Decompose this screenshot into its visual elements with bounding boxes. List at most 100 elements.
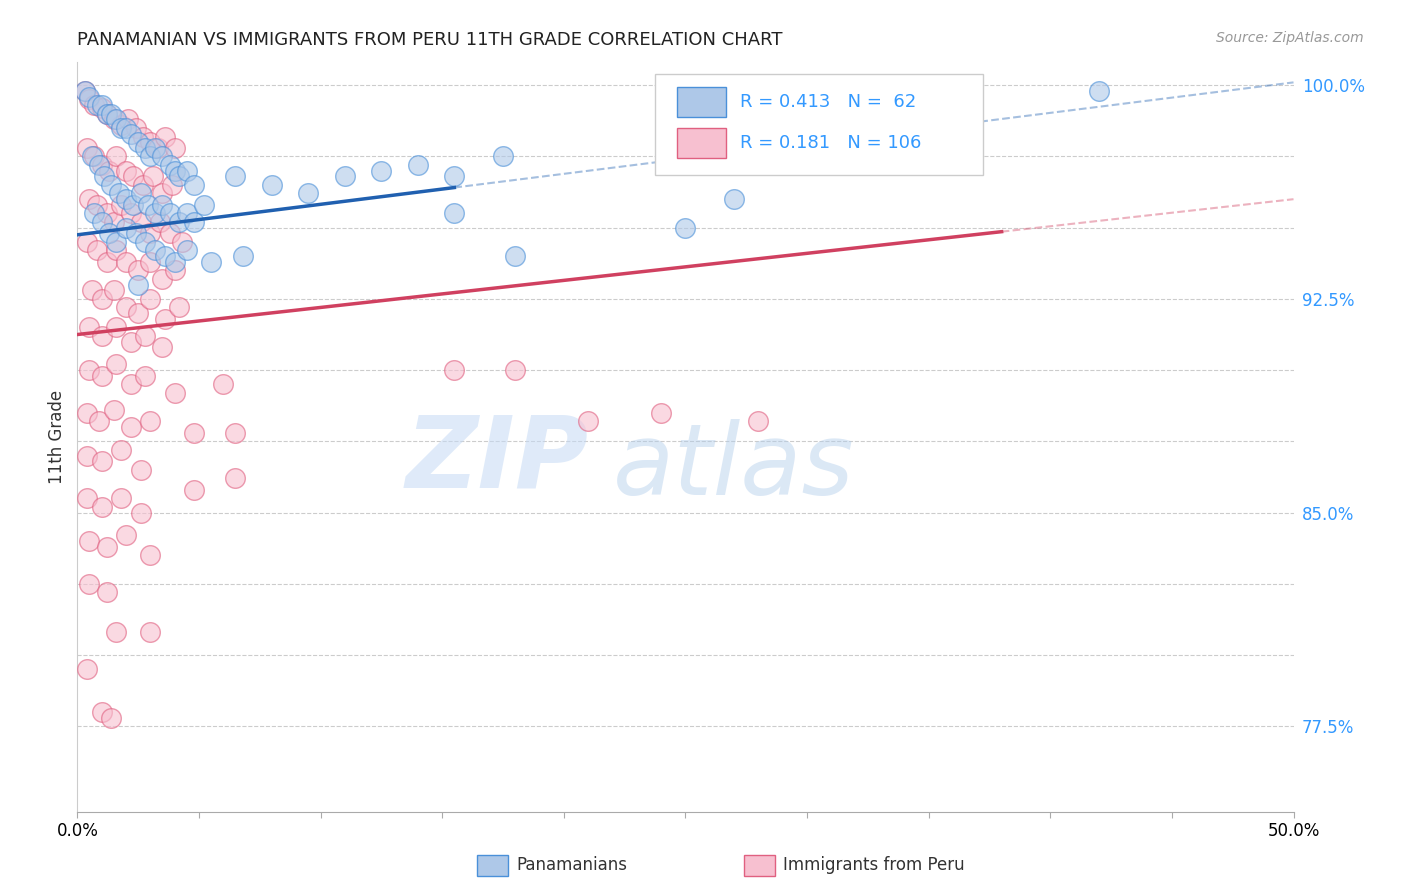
Point	[139, 255, 162, 269]
Point	[139, 549, 162, 563]
Point	[76, 235, 98, 249]
Point	[110, 442, 132, 457]
Point	[169, 301, 191, 315]
Point	[79, 89, 101, 103]
Point	[333, 169, 356, 184]
Point	[159, 206, 181, 220]
Point	[110, 198, 132, 212]
Point	[170, 235, 193, 249]
Point	[83, 149, 105, 163]
Point	[160, 178, 183, 192]
Point	[503, 249, 526, 263]
Point	[110, 491, 132, 506]
Point	[159, 158, 181, 172]
Point	[115, 220, 138, 235]
Point	[200, 255, 222, 269]
Point	[100, 178, 122, 192]
Point	[139, 292, 162, 306]
Point	[232, 249, 254, 263]
Point	[120, 206, 142, 220]
Point	[100, 106, 122, 120]
Point	[747, 414, 769, 428]
Point	[153, 311, 176, 326]
Text: Immigrants from Peru: Immigrants from Peru	[783, 856, 965, 874]
Point	[127, 263, 149, 277]
Point	[183, 215, 205, 229]
Point	[492, 149, 515, 163]
Point	[139, 135, 162, 149]
Point	[224, 425, 246, 440]
Point	[136, 198, 159, 212]
Point	[120, 127, 142, 141]
Point	[1088, 84, 1111, 98]
Point	[183, 425, 205, 440]
Point	[115, 301, 138, 315]
Point	[149, 215, 172, 229]
Point	[110, 120, 132, 135]
Point	[86, 244, 108, 258]
Point	[576, 414, 599, 428]
Point	[90, 329, 112, 343]
Point	[163, 263, 186, 277]
FancyBboxPatch shape	[655, 74, 983, 175]
Point	[103, 215, 125, 229]
Point	[127, 135, 149, 149]
FancyBboxPatch shape	[676, 87, 725, 117]
Point	[96, 255, 118, 269]
Point	[183, 483, 205, 497]
Point	[97, 227, 120, 241]
Point	[193, 198, 215, 212]
Point	[90, 368, 112, 383]
Point	[152, 198, 174, 212]
Point	[93, 169, 115, 184]
Point	[79, 363, 101, 377]
Point	[76, 141, 98, 155]
FancyBboxPatch shape	[676, 128, 725, 158]
Point	[96, 206, 118, 220]
Point	[152, 186, 174, 201]
Point	[183, 178, 205, 192]
Point	[134, 235, 156, 249]
Point	[139, 227, 162, 241]
Point	[176, 163, 198, 178]
Point	[139, 625, 162, 640]
Point	[159, 227, 181, 241]
Point	[176, 206, 198, 220]
Point	[152, 149, 174, 163]
Point	[76, 662, 98, 676]
Point	[100, 711, 122, 725]
Point	[76, 491, 98, 506]
Point	[120, 377, 142, 392]
Point	[129, 463, 152, 477]
Point	[650, 406, 672, 420]
Point	[107, 186, 129, 201]
Point	[90, 500, 112, 514]
Point	[105, 112, 128, 127]
Point	[212, 377, 235, 392]
Point	[139, 414, 162, 428]
Point	[96, 585, 118, 599]
Point	[103, 403, 125, 417]
Point	[89, 158, 111, 172]
Point	[115, 255, 138, 269]
Point	[105, 358, 128, 372]
Point	[129, 186, 152, 201]
Point	[723, 192, 745, 206]
Text: Source: ZipAtlas.com: Source: ZipAtlas.com	[1216, 31, 1364, 45]
Point	[76, 449, 98, 463]
Point	[163, 163, 186, 178]
Point	[79, 192, 101, 206]
Point	[153, 129, 176, 144]
Point	[675, 220, 697, 235]
Text: ZIP: ZIP	[405, 411, 588, 508]
Point	[80, 284, 103, 298]
Point	[443, 363, 465, 377]
Point	[127, 277, 149, 292]
Point	[115, 163, 138, 178]
Point	[105, 625, 128, 640]
Point	[97, 163, 120, 178]
Point	[90, 705, 112, 719]
Point	[224, 169, 246, 184]
Point	[132, 129, 155, 144]
Text: R = 0.413   N =  62: R = 0.413 N = 62	[740, 93, 917, 112]
